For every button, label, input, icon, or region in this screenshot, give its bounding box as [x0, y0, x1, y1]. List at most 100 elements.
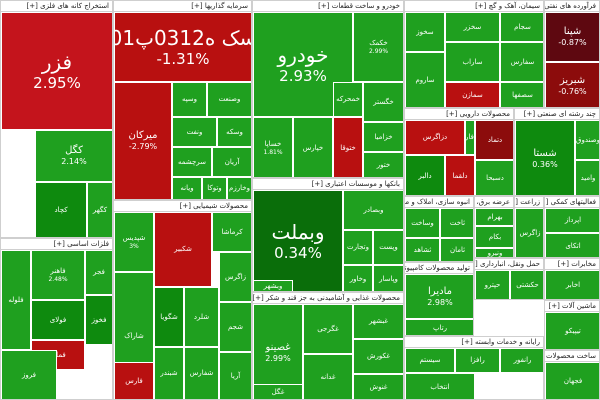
stock-tile[interactable]: سمازن [445, 82, 500, 107]
stock-tile[interactable]: وامید [575, 160, 599, 195]
sector-12[interactable]: تولید محصولات کامپیوتر [+]مادیرا2.98%رتا… [404, 262, 474, 336]
stock-tile[interactable]: رانفور [500, 348, 543, 373]
stock-tile[interactable]: وخاور [343, 265, 373, 291]
stock-tile[interactable]: دتماد [475, 120, 513, 160]
sector-8[interactable]: محصولات دارویی [+] دزاگرس دالبر دلقما دتماد د… [404, 108, 514, 196]
stock-tile[interactable]: دزاگرس [405, 120, 465, 155]
sector-4[interactable]: خودرو و ساخت قطعات [+] خودرو 2.93% خکمک 2.99… [252, 0, 404, 178]
sector-header[interactable]: تولید محصولات کامپیوتر [+] [405, 263, 473, 274]
stock-tile[interactable]: ثاخت [440, 208, 473, 238]
stock-tile[interactable]: اخابر [545, 270, 599, 299]
stock-tile[interactable]: غگرجی [303, 304, 353, 354]
stock-tile[interactable]: شلرد [184, 287, 219, 347]
sector-header[interactable]: رایانه و خدمات وابسته [+] [405, 337, 543, 348]
stock-tile[interactable]: شپدیس 3% [114, 212, 154, 272]
stock-tile[interactable]: وتوکا [202, 177, 227, 199]
stock-tile[interactable]: دلقما [445, 155, 475, 195]
sector-header[interactable]: ساخت محصولات فلزی [+] [545, 351, 599, 362]
stock-tile[interactable]: اپرداز [545, 208, 599, 233]
stock-tile[interactable]: شجم [219, 302, 251, 352]
stock-tile[interactable]: کچاد [35, 182, 87, 237]
stock-tile[interactable]: فاهنر 2.48% [31, 250, 85, 300]
stock-tile[interactable]: شفارس [184, 347, 219, 399]
stock-tile[interactable]: فجر [85, 250, 112, 295]
sector-header[interactable]: مخابرات [+] [545, 259, 599, 270]
stock-tile[interactable]: وبملت 0.34% [253, 190, 343, 291]
sector-header[interactable]: فرآورده های نفتی، کک [+] [545, 1, 599, 12]
stock-tile[interactable]: فخوز [85, 295, 112, 345]
stock-tile[interactable]: غکورش [353, 339, 403, 374]
stock-tile[interactable]: آریان [212, 147, 251, 177]
stock-tile[interactable]: شستا 0.36% [515, 120, 575, 195]
sector-5[interactable]: بانکها و موسسات اعتباری [+] وبملت 0.34% وبص… [252, 178, 404, 292]
stock-tile[interactable]: بهرام [475, 208, 513, 226]
sector-header[interactable]: زراعت [+] [515, 197, 543, 208]
sector-7[interactable]: سیمان، آهک و گچ [+] سخوز سخزر سجام ساراب سفار… [404, 0, 544, 108]
stock-tile[interactable]: وپست [373, 230, 403, 265]
sector-6[interactable]: محصولات غذایی و آشامیدنی به جز قند و شکر… [252, 292, 404, 400]
stock-tile[interactable]: وخارزم [227, 177, 251, 199]
sector-19[interactable]: مخابرات [+] اخابر [544, 258, 600, 300]
sector-header[interactable]: سرمایه گذاریها [+] [114, 1, 251, 12]
stock-tile[interactable]: غصینو 2.99% [253, 304, 303, 399]
stock-tile[interactable]: سرچشمه [172, 147, 212, 177]
sector-header[interactable]: ماشین آلات [+] [545, 301, 599, 312]
sector-header[interactable]: محصولات دارویی [+] [405, 109, 513, 120]
stock-tile[interactable]: فزر 2.95% [1, 12, 112, 130]
stock-tile[interactable]: فلوله [1, 250, 31, 350]
sector-header[interactable]: فلزات اساسی [+] [1, 239, 112, 250]
sector-1[interactable]: فلزات اساسی [+] فاهنر 2.48% فولای فملی فجر فخو… [0, 238, 113, 400]
stock-tile[interactable]: سخزر [445, 12, 500, 42]
stock-tile[interactable]: خکمک 2.99% [353, 12, 403, 82]
stock-tile[interactable]: اتکای [545, 233, 599, 257]
stock-tile[interactable]: شگویا [154, 287, 184, 347]
stock-tile[interactable]: فروز [1, 350, 57, 399]
sector-10[interactable]: عرضه برق، گاز [+] بهرام بکام ونیرو [474, 196, 514, 258]
stock-tile[interactable]: رتاپ [405, 319, 473, 335]
stock-tile[interactable]: وپاسار [373, 265, 403, 291]
stock-tile[interactable]: ثامان [440, 238, 473, 261]
sector-9[interactable]: انبوه سازی، املاک و مستغلات [+] وساخت ثاخت… [404, 196, 474, 262]
stock-tile[interactable]: غگل [253, 384, 303, 399]
stock-tile[interactable]: فجهان [545, 362, 599, 399]
stock-tile[interactable]: مادیرا 2.98% [405, 274, 473, 319]
stock-tile[interactable]: سجام [500, 12, 543, 42]
stock-tile[interactable]: شکبیر [154, 212, 212, 287]
stock-tile[interactable]: ساراب [445, 42, 500, 82]
stock-tile[interactable]: تیپیکو [545, 312, 599, 349]
stock-tile[interactable]: شپنا -0.87% [545, 12, 599, 62]
stock-tile[interactable]: وبصادر [343, 190, 403, 230]
sector-header[interactable]: فعالیتهای کمکی [+] [545, 197, 599, 208]
stock-tile[interactable]: وصندوق [575, 120, 599, 160]
stock-tile[interactable]: شبریز -0.76% [545, 62, 599, 107]
stock-tile[interactable]: انتخاب [405, 373, 475, 399]
stock-tile[interactable]: رافزا [455, 348, 500, 373]
stock-tile[interactable]: کرماشا [212, 212, 251, 252]
stock-tile[interactable]: غبشهر [353, 304, 403, 339]
stock-tile[interactable]: خساپا 1.81% [253, 117, 293, 177]
stock-tile[interactable]: خگستر [363, 82, 403, 122]
stock-tile[interactable]: غنوش [353, 374, 403, 399]
stock-tile[interactable]: سصفها [500, 82, 543, 107]
stock-tile[interactable]: وسکه [217, 117, 251, 147]
stock-tile[interactable]: ساروم [405, 52, 445, 107]
sector-header[interactable]: محصولات غذایی و آشامیدنی به جز قند و شکر… [253, 293, 403, 304]
stock-tile[interactable]: ونفت [172, 117, 217, 147]
sector-18[interactable]: فعالیتهای کمکی [+] اپرداز اتکای [544, 196, 600, 258]
sector-header[interactable]: بانکها و موسسات اعتباری [+] [253, 179, 403, 190]
stock-tile[interactable]: سیستم [405, 348, 455, 373]
sector-11[interactable]: حمل ونقل، انبارداری [+] حپترو حکشتی [474, 258, 544, 300]
stock-tile[interactable]: کگل 2.14% [35, 130, 112, 182]
stock-tile[interactable]: خزامیا [363, 122, 403, 152]
sector-3[interactable]: محصولات شیمیایی [+] شپدیس 3% شکبیر کرماشا شار… [113, 200, 252, 400]
stock-tile[interactable]: وسپه [172, 82, 207, 117]
sector-header[interactable]: حمل ونقل، انبارداری [+] [475, 259, 543, 270]
sector-21[interactable]: ساخت محصولات فلزی [+] فجهان [544, 350, 600, 400]
sector-14[interactable]: زراعت [+] زاگرس [514, 196, 544, 258]
stock-tile[interactable]: ثشاهد [405, 238, 440, 261]
stock-tile[interactable]: فولای [31, 300, 85, 340]
stock-tile[interactable]: حکشتی [510, 270, 543, 299]
sector-16[interactable]: چند رشته ای صنعتی [+] شستا 0.36% وصندوق وامی… [514, 108, 600, 196]
stock-tile[interactable]: غدانه [303, 354, 353, 399]
stock-tile[interactable]: سخوز [405, 12, 445, 52]
